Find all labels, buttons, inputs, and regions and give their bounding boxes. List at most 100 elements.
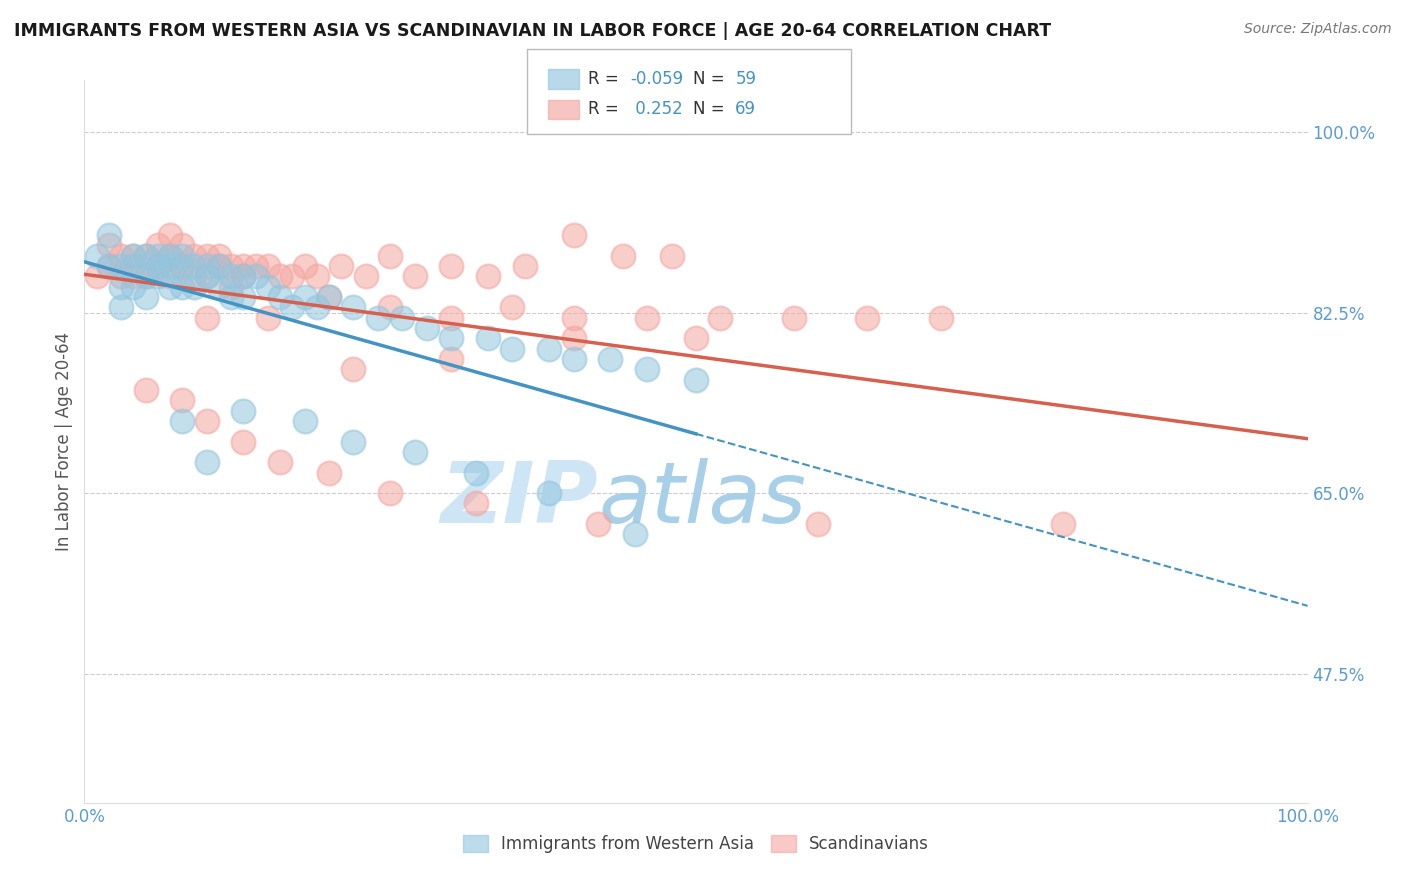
Point xyxy=(232,269,254,284)
Point xyxy=(183,259,205,273)
Point xyxy=(354,269,377,284)
Point xyxy=(245,259,267,273)
Point xyxy=(464,496,486,510)
Point xyxy=(342,434,364,449)
Point xyxy=(380,486,402,500)
Point xyxy=(281,301,304,315)
Point xyxy=(159,279,181,293)
Point xyxy=(219,279,242,293)
Text: 0.252: 0.252 xyxy=(630,101,683,119)
Point xyxy=(219,290,242,304)
Point xyxy=(318,290,340,304)
Point xyxy=(146,238,169,252)
Point xyxy=(624,527,647,541)
Point xyxy=(232,290,254,304)
Point xyxy=(232,269,254,284)
Text: atlas: atlas xyxy=(598,458,806,541)
Point xyxy=(122,249,145,263)
Point xyxy=(110,301,132,315)
Point xyxy=(232,434,254,449)
Point xyxy=(305,301,328,315)
Point xyxy=(195,455,218,469)
Point xyxy=(146,259,169,273)
Point xyxy=(257,279,280,293)
Text: ZIP: ZIP xyxy=(440,458,598,541)
Point xyxy=(86,249,108,263)
Point xyxy=(440,331,463,345)
Point xyxy=(599,351,621,366)
Point xyxy=(342,362,364,376)
Point xyxy=(305,269,328,284)
Point xyxy=(1052,517,1074,532)
Point xyxy=(257,259,280,273)
Point xyxy=(538,486,561,500)
Point xyxy=(709,310,731,325)
Point xyxy=(183,269,205,284)
Point xyxy=(122,279,145,293)
Point xyxy=(159,259,181,273)
Point xyxy=(929,310,952,325)
Point xyxy=(318,290,340,304)
Point xyxy=(110,249,132,263)
Point xyxy=(636,310,658,325)
Point xyxy=(502,301,524,315)
Point xyxy=(294,290,316,304)
Point xyxy=(219,259,242,273)
Point xyxy=(110,269,132,284)
Point xyxy=(172,249,194,263)
Point xyxy=(269,290,291,304)
Point xyxy=(135,290,157,304)
Point xyxy=(159,228,181,243)
Point xyxy=(562,228,585,243)
Point xyxy=(391,310,413,325)
Point xyxy=(122,269,145,284)
Point xyxy=(208,249,231,263)
Point xyxy=(232,403,254,417)
Point xyxy=(538,342,561,356)
Point xyxy=(636,362,658,376)
Point xyxy=(195,259,218,273)
Point xyxy=(159,249,181,263)
Point xyxy=(318,466,340,480)
Point xyxy=(464,466,486,480)
Text: Source: ZipAtlas.com: Source: ZipAtlas.com xyxy=(1244,22,1392,37)
Legend: Immigrants from Western Asia, Scandinavians: Immigrants from Western Asia, Scandinavi… xyxy=(456,828,936,860)
Point xyxy=(294,414,316,428)
Point xyxy=(342,301,364,315)
Text: IMMIGRANTS FROM WESTERN ASIA VS SCANDINAVIAN IN LABOR FORCE | AGE 20-64 CORRELAT: IMMIGRANTS FROM WESTERN ASIA VS SCANDINA… xyxy=(14,22,1052,40)
Point xyxy=(562,351,585,366)
Point xyxy=(159,249,181,263)
Point xyxy=(612,249,634,263)
Point xyxy=(440,351,463,366)
Point xyxy=(856,310,879,325)
Point xyxy=(135,383,157,397)
Point xyxy=(110,259,132,273)
Point xyxy=(97,259,120,273)
Point xyxy=(477,331,499,345)
Point xyxy=(122,259,145,273)
Text: N =: N = xyxy=(693,70,730,88)
Point xyxy=(269,455,291,469)
Point xyxy=(257,310,280,325)
Point xyxy=(281,269,304,284)
Point xyxy=(807,517,830,532)
Point xyxy=(195,269,218,284)
Point xyxy=(195,269,218,284)
Point xyxy=(513,259,536,273)
Point xyxy=(159,269,181,284)
Point xyxy=(269,269,291,284)
Point xyxy=(97,259,120,273)
Text: R =: R = xyxy=(588,70,624,88)
Point xyxy=(404,445,426,459)
Point xyxy=(172,414,194,428)
Point xyxy=(97,238,120,252)
Point xyxy=(380,249,402,263)
Point xyxy=(183,279,205,293)
Point xyxy=(135,249,157,263)
Point xyxy=(195,414,218,428)
Point xyxy=(183,249,205,263)
Point xyxy=(146,269,169,284)
Text: 69: 69 xyxy=(735,101,756,119)
Point xyxy=(135,249,157,263)
Point xyxy=(685,331,707,345)
